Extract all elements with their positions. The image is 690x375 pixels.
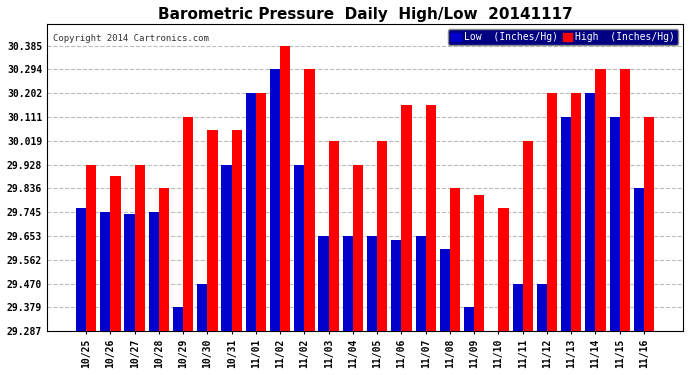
Bar bbox=[353, 165, 363, 331]
Bar bbox=[440, 249, 450, 331]
Title: Barometric Pressure  Daily  High/Low  20141117: Barometric Pressure Daily High/Low 20141… bbox=[158, 7, 573, 22]
Bar bbox=[280, 46, 290, 331]
Bar bbox=[513, 284, 523, 331]
Bar bbox=[221, 165, 232, 331]
Bar bbox=[159, 188, 169, 331]
Bar bbox=[86, 165, 97, 331]
Bar bbox=[208, 130, 217, 331]
Bar bbox=[343, 236, 353, 331]
Bar bbox=[585, 93, 595, 331]
Bar bbox=[246, 93, 256, 331]
Bar bbox=[609, 117, 620, 331]
Bar bbox=[595, 69, 606, 331]
Bar bbox=[304, 69, 315, 331]
Bar bbox=[197, 284, 208, 331]
Bar bbox=[474, 195, 484, 331]
Bar bbox=[426, 105, 436, 331]
Bar bbox=[498, 208, 509, 331]
Bar bbox=[294, 165, 304, 331]
Bar bbox=[402, 105, 412, 331]
Bar bbox=[149, 212, 159, 331]
Bar bbox=[256, 93, 266, 331]
Bar bbox=[571, 93, 582, 331]
Bar bbox=[183, 117, 193, 331]
Bar bbox=[135, 165, 145, 331]
Bar bbox=[391, 240, 402, 331]
Bar bbox=[270, 69, 280, 331]
Bar bbox=[464, 307, 474, 331]
Bar bbox=[100, 212, 110, 331]
Bar bbox=[415, 236, 426, 331]
Bar bbox=[450, 188, 460, 331]
Bar bbox=[76, 208, 86, 331]
Bar bbox=[173, 307, 183, 331]
Bar bbox=[620, 69, 630, 331]
Bar bbox=[561, 117, 571, 331]
Bar bbox=[124, 214, 135, 331]
Legend: Low  (Inches/Hg), High  (Inches/Hg): Low (Inches/Hg), High (Inches/Hg) bbox=[448, 29, 678, 45]
Bar bbox=[634, 188, 644, 331]
Bar bbox=[110, 176, 121, 331]
Bar bbox=[328, 141, 339, 331]
Bar bbox=[319, 236, 328, 331]
Bar bbox=[547, 93, 557, 331]
Text: Copyright 2014 Cartronics.com: Copyright 2014 Cartronics.com bbox=[53, 34, 209, 43]
Bar bbox=[367, 236, 377, 331]
Bar bbox=[377, 141, 387, 331]
Bar bbox=[232, 130, 242, 331]
Bar bbox=[644, 117, 654, 331]
Bar bbox=[523, 141, 533, 331]
Bar bbox=[537, 284, 547, 331]
